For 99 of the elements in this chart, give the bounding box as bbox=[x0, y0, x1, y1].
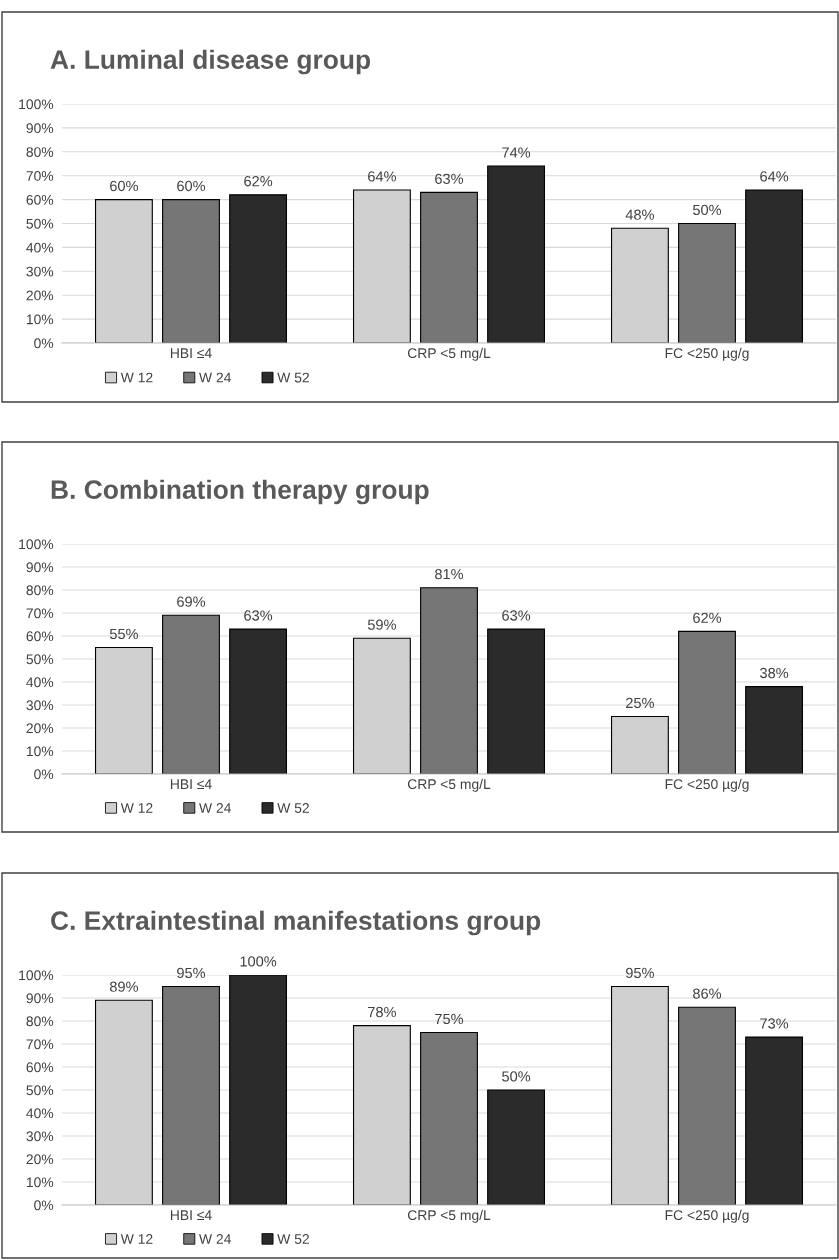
data-label: 78% bbox=[368, 1006, 396, 1018]
data-label: 50% bbox=[692, 204, 722, 216]
y-tick-label: 50% bbox=[26, 654, 54, 665]
y-tick-label: 40% bbox=[26, 242, 54, 253]
y-tick-label: 100% bbox=[19, 99, 54, 110]
bar bbox=[162, 614, 220, 774]
y-tick-label: 0% bbox=[34, 769, 54, 780]
bar bbox=[162, 199, 220, 343]
legend-label: W 52 bbox=[277, 372, 309, 383]
bar bbox=[745, 1036, 804, 1205]
data-label: 73% bbox=[760, 1018, 789, 1029]
data-label: 95% bbox=[626, 967, 654, 979]
bar bbox=[420, 587, 478, 774]
x-tick-label: CRP <5 mg/L bbox=[407, 347, 491, 361]
y-tick-label: 0% bbox=[34, 338, 54, 349]
data-label: 75% bbox=[435, 1013, 464, 1025]
y-tick-label: 80% bbox=[26, 1016, 54, 1027]
x-tick-label: CRP <5 mg/L bbox=[407, 778, 491, 792]
data-label: 38% bbox=[760, 667, 789, 679]
chart-title: B. Combination therapy group bbox=[51, 479, 429, 505]
data-label: 62% bbox=[693, 612, 722, 623]
x-tick-label: HBI ≤4 bbox=[170, 1210, 212, 1220]
data-label: 74% bbox=[502, 147, 531, 158]
y-tick-label: 80% bbox=[26, 585, 54, 596]
y-tick-label: 60% bbox=[26, 631, 54, 642]
y-tick-label: 50% bbox=[26, 1085, 54, 1096]
bar bbox=[229, 628, 288, 774]
data-label: 69% bbox=[177, 596, 206, 607]
legend-label: W 52 bbox=[277, 803, 309, 813]
y-tick-label: 20% bbox=[26, 290, 54, 301]
y-tick-label: 10% bbox=[26, 314, 54, 325]
data-label: 48% bbox=[625, 209, 654, 220]
data-label: 100% bbox=[240, 956, 277, 967]
y-tick-label: 40% bbox=[26, 1108, 54, 1119]
data-label: 64% bbox=[368, 171, 396, 182]
bar bbox=[487, 1089, 546, 1205]
data-label: 63% bbox=[502, 610, 531, 621]
y-tick-label: 90% bbox=[26, 562, 54, 573]
data-label: 60% bbox=[177, 180, 206, 192]
y-tick-label: 60% bbox=[26, 194, 54, 205]
data-label: 25% bbox=[626, 697, 654, 709]
data-label: 63% bbox=[435, 173, 464, 184]
legend-label: W 52 bbox=[277, 1234, 309, 1244]
y-tick-label: 80% bbox=[26, 147, 54, 157]
x-tick-label: FC <250 µg/g bbox=[665, 1209, 749, 1223]
data-label: 60% bbox=[110, 180, 138, 192]
data-label: 63% bbox=[244, 610, 273, 621]
data-label: 55% bbox=[109, 628, 138, 640]
bar bbox=[162, 985, 220, 1205]
legend-label: W 12 bbox=[120, 1234, 153, 1244]
data-label: 62% bbox=[244, 176, 273, 187]
legend-label: W 24 bbox=[199, 372, 231, 383]
bar bbox=[745, 686, 804, 774]
data-label: 50% bbox=[502, 1071, 531, 1082]
y-tick-label: 90% bbox=[26, 993, 54, 1004]
data-label: 59% bbox=[367, 619, 396, 630]
y-tick-label: 100% bbox=[19, 970, 54, 981]
y-tick-label: 60% bbox=[26, 1062, 54, 1073]
data-label: 64% bbox=[760, 171, 789, 182]
data-label: 95% bbox=[177, 967, 206, 979]
y-tick-label: 70% bbox=[26, 1039, 54, 1050]
x-tick-label: HBI ≤4 bbox=[170, 348, 212, 358]
data-label: 89% bbox=[109, 981, 138, 992]
bar bbox=[745, 189, 804, 343]
y-tick-label: 20% bbox=[26, 723, 54, 734]
data-label: 86% bbox=[693, 988, 722, 999]
chart-title: A. Luminal disease group bbox=[50, 49, 371, 75]
chart-title: C. Extraintestinal manifestations group bbox=[51, 910, 541, 936]
bar bbox=[487, 628, 546, 774]
x-tick-label: FC <250 µg/g bbox=[665, 778, 749, 792]
data-label: 81% bbox=[435, 568, 464, 580]
y-tick-label: 100% bbox=[19, 539, 54, 550]
legend-label: W 24 bbox=[199, 803, 231, 813]
legend-label: W 12 bbox=[120, 372, 153, 383]
y-tick-label: 0% bbox=[34, 1200, 54, 1211]
y-tick-label: 50% bbox=[26, 218, 54, 229]
x-tick-label: HBI ≤4 bbox=[170, 779, 212, 789]
y-tick-label: 30% bbox=[26, 700, 54, 711]
y-tick-label: 40% bbox=[26, 677, 54, 688]
legend-label: W 12 bbox=[120, 803, 153, 813]
bar bbox=[229, 194, 288, 343]
bar bbox=[678, 222, 736, 343]
bar bbox=[420, 1031, 478, 1205]
legend-label: W 24 bbox=[199, 1234, 231, 1244]
y-tick-label: 10% bbox=[26, 1177, 54, 1188]
y-tick-label: 90% bbox=[26, 123, 54, 134]
y-tick-label: 70% bbox=[26, 608, 54, 619]
y-tick-label: 20% bbox=[26, 1154, 54, 1165]
y-tick-label: 30% bbox=[26, 266, 54, 277]
bar bbox=[229, 975, 288, 1205]
y-tick-label: 70% bbox=[26, 171, 54, 181]
bar bbox=[678, 630, 736, 774]
y-tick-label: 10% bbox=[26, 746, 54, 757]
x-tick-label: CRP <5 mg/L bbox=[407, 1209, 491, 1223]
x-tick-label: FC <250 µg/g bbox=[665, 347, 749, 361]
y-tick-label: 30% bbox=[26, 1131, 54, 1142]
bar bbox=[487, 165, 546, 343]
bar bbox=[420, 191, 478, 343]
bar bbox=[678, 1006, 736, 1205]
